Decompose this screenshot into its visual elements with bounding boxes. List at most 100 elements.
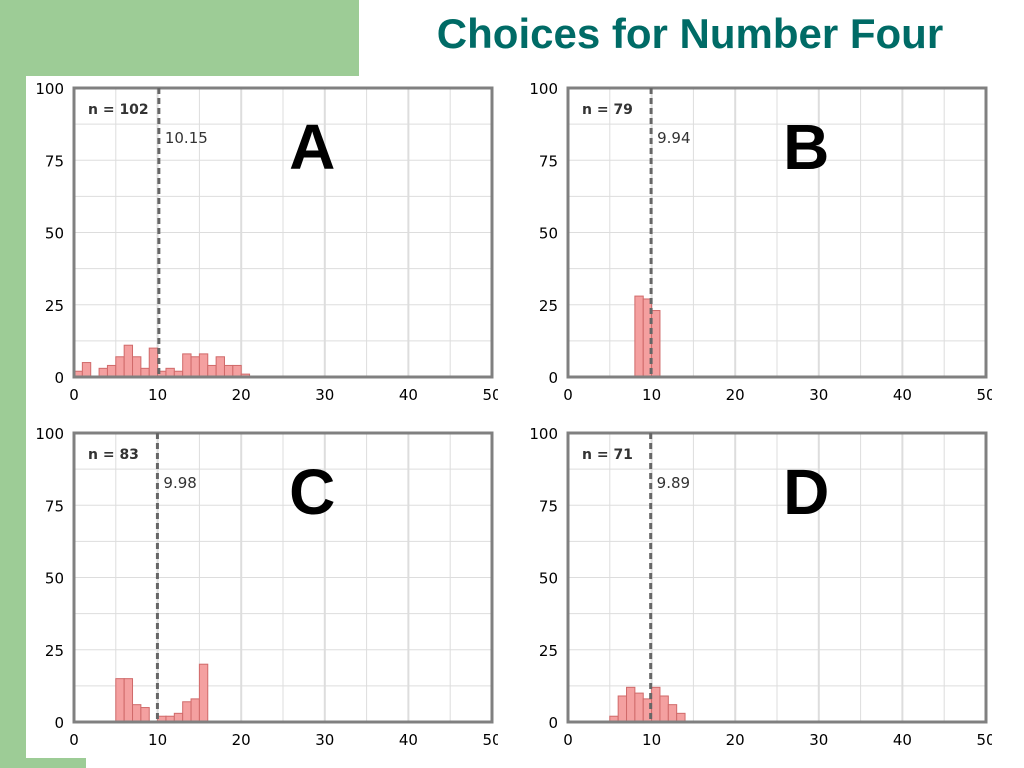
histogram-bar — [667, 704, 678, 723]
bars — [115, 663, 209, 723]
histogram-bar — [651, 686, 661, 723]
y-tick-label: 100 — [35, 425, 64, 443]
histogram-a: n = 102 10.15 A 0 25 50 75 100 0 10 20 30 40 50 — [35, 80, 498, 404]
bars — [634, 295, 661, 378]
histogram-bar — [115, 678, 125, 723]
x-tick-label: 10 — [148, 386, 167, 404]
mean-value-label: 9.98 — [163, 474, 196, 492]
histogram-bar — [132, 704, 142, 723]
x-tick-label: 40 — [399, 386, 418, 404]
bars — [73, 344, 251, 378]
histogram-bar — [182, 701, 192, 723]
histogram-bar — [123, 344, 134, 378]
x-tick-label: 20 — [726, 731, 745, 749]
histogram-bar — [132, 356, 142, 378]
y-tick-label: 25 — [45, 642, 64, 660]
x-tick-label: 40 — [399, 731, 418, 749]
histogram-bar — [232, 364, 242, 378]
y-tick-label: 75 — [539, 497, 558, 515]
y-tick-label: 100 — [529, 425, 558, 443]
histogram-bar — [617, 695, 628, 723]
plot-frame — [72, 431, 494, 724]
histogram-bar — [182, 353, 192, 378]
histogram-bar — [215, 356, 225, 378]
y-tick-label: 50 — [539, 225, 558, 243]
y-tick-label: 100 — [529, 80, 558, 98]
x-tick-label: 10 — [642, 731, 661, 749]
y-tick-label: 100 — [35, 80, 64, 98]
histogram-panel-d: n = 71 9.89 D 0 25 50 75 100 0 10 20 30 40 50 — [512, 421, 992, 766]
x-tick-label: 50 — [976, 731, 992, 749]
histogram-bar — [207, 364, 217, 378]
x-tick-label: 20 — [232, 386, 251, 404]
histogram-bar — [106, 364, 117, 378]
grid-lines — [73, 432, 493, 723]
histogram-bar — [198, 663, 209, 723]
panel-letter: B — [783, 111, 829, 183]
bars — [609, 686, 686, 723]
histogram-bar — [115, 356, 125, 378]
panel-letter: D — [783, 456, 829, 528]
histogram-c: n = 83 9.98 C 0 25 50 75 100 0 10 20 30 40 50 — [35, 425, 498, 749]
decorative-green-block-bottom — [26, 758, 86, 768]
histogram-panel-b: n = 79 9.94 B 0 25 50 75 100 0 10 20 30 40 50 — [512, 76, 992, 421]
mean-value-label: 9.94 — [657, 129, 690, 147]
histogram-bar — [626, 686, 636, 723]
x-tick-label: 40 — [893, 731, 912, 749]
x-tick-label: 20 — [726, 386, 745, 404]
x-tick-label: 40 — [893, 386, 912, 404]
histogram-d: n = 71 9.89 D 0 25 50 75 100 0 10 20 30 40 50 — [529, 425, 992, 749]
x-tick-label: 0 — [563, 731, 573, 749]
y-tick-label: 0 — [548, 714, 558, 732]
x-tick-label: 30 — [809, 731, 828, 749]
x-tick-label: 30 — [809, 386, 828, 404]
y-tick-label: 0 — [54, 369, 64, 387]
y-tick-label: 75 — [45, 152, 64, 170]
y-tick-label: 0 — [54, 714, 64, 732]
histogram-bar — [223, 364, 234, 378]
y-tick-label: 75 — [45, 497, 64, 515]
x-tick-label: 50 — [482, 731, 498, 749]
grid-lines — [73, 87, 493, 378]
sample-size-label: n = 71 — [582, 447, 633, 463]
x-tick-label: 0 — [69, 386, 79, 404]
x-tick-label: 50 — [976, 386, 992, 404]
y-tick-label: 25 — [45, 297, 64, 315]
x-tick-label: 0 — [563, 386, 573, 404]
histogram-panel-c: n = 83 9.98 C 0 25 50 75 100 0 10 20 30 40 50 — [18, 421, 498, 766]
x-tick-label: 10 — [148, 731, 167, 749]
grid-lines — [567, 87, 987, 378]
histogram-bar — [190, 356, 200, 378]
histogram-bar — [123, 678, 134, 723]
histogram-b: n = 79 9.94 B 0 25 50 75 100 0 10 20 30 40 50 — [529, 80, 992, 404]
grid-lines — [567, 432, 987, 723]
sample-size-label: n = 102 — [88, 102, 149, 118]
decorative-green-bar-left — [0, 0, 26, 768]
y-tick-label: 25 — [539, 642, 558, 660]
x-tick-label: 30 — [315, 731, 334, 749]
histogram-bar — [651, 310, 661, 378]
y-tick-label: 50 — [45, 225, 64, 243]
sample-size-label: n = 79 — [582, 102, 633, 118]
slide-title: Choices for Number Four — [436, 10, 944, 57]
panel-letter: A — [289, 111, 335, 183]
x-tick-label: 0 — [69, 731, 79, 749]
histogram-bar — [140, 707, 150, 723]
histogram-bar — [634, 692, 644, 723]
histogram-bar — [81, 362, 92, 378]
histogram-bar — [148, 347, 159, 378]
sample-size-label: n = 83 — [88, 447, 139, 463]
histogram-bar — [659, 695, 669, 723]
mean-value-label: 9.89 — [657, 474, 690, 492]
histogram-bar — [198, 353, 209, 378]
panel-letter: C — [289, 456, 335, 528]
y-tick-label: 50 — [45, 570, 64, 588]
x-tick-label: 20 — [232, 731, 251, 749]
plot-frame — [566, 86, 988, 379]
histogram-bar — [190, 698, 200, 723]
y-tick-label: 25 — [539, 297, 558, 315]
x-tick-label: 50 — [482, 386, 498, 404]
y-tick-label: 75 — [539, 152, 558, 170]
decorative-green-block-top — [0, 0, 359, 76]
plot-frame — [72, 86, 494, 379]
